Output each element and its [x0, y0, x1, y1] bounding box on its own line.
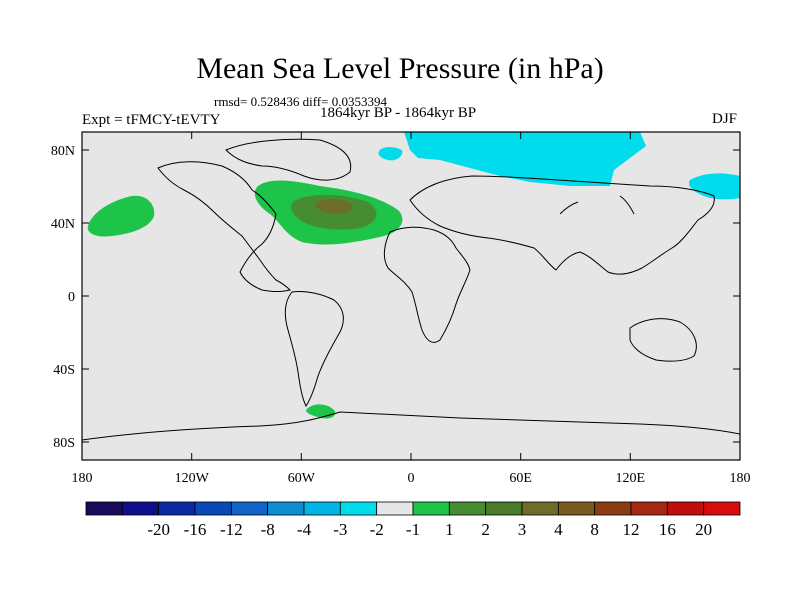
north-pacific-high-region: [87, 195, 155, 237]
colorbar-label: 16: [659, 520, 676, 539]
y-tick-label: 40N: [51, 217, 75, 232]
colorbar-swatch: [485, 501, 523, 516]
colorbar-swatch: [703, 501, 741, 516]
colorbar-swatch: [267, 501, 305, 516]
colorbar-swatch: [230, 501, 269, 516]
colorbar-label: 20: [695, 520, 712, 539]
colorbar-label: 4: [554, 520, 563, 539]
colorbar-swatch: [412, 501, 450, 516]
colorbar-swatch: [557, 501, 596, 516]
colorbar-swatch: [630, 501, 668, 516]
colorbar-swatch: [521, 501, 559, 516]
x-tick-label: 180: [72, 471, 93, 486]
colorbar-swatch: [85, 501, 123, 516]
x-tick-label: 120W: [175, 471, 210, 486]
experiment-label: Expt = tFMCY-tEVTY: [82, 112, 221, 128]
drake-passage-high-region: [306, 404, 336, 419]
colorbar-swatch: [448, 501, 487, 516]
arctic-eurasia-low-region: [404, 132, 646, 186]
season-label: DJF: [712, 111, 738, 127]
colorbar-label: -20: [147, 520, 170, 539]
colorbar-swatch: [303, 501, 341, 516]
plot-title: Mean Sea Level Pressure (in hPa): [196, 52, 604, 85]
x-tick-label: 60E: [509, 471, 532, 486]
y-tick-label: 80S: [53, 436, 75, 451]
y-tick-label: 40S: [53, 363, 75, 378]
x-tick-label: 120E: [616, 471, 646, 486]
colorbar-label: -8: [261, 520, 275, 539]
colorbar-label: 12: [623, 520, 640, 539]
colorbar-swatch: [194, 501, 232, 516]
arctic-small-low-region: [378, 147, 403, 161]
colorbar-swatch: [339, 501, 378, 516]
colorbar-swatch: [121, 501, 160, 516]
colorbar-label: -3: [333, 520, 347, 539]
y-tick-label: 0: [68, 290, 75, 305]
colorbar-swatch: [158, 501, 196, 516]
colorbar-label: -2: [370, 520, 384, 539]
rmsd-diff-stats: rmsd= 0.528436 diff= 0.0353394: [214, 94, 387, 109]
colorbar-swatch: [594, 501, 632, 516]
colorbar-label: -1: [406, 520, 420, 539]
colorbar-label: 2: [481, 520, 490, 539]
north-atlantic-peak-region: [315, 199, 353, 214]
colorbar-label: 8: [590, 520, 599, 539]
colorbar-label: 3: [518, 520, 527, 539]
x-tick-label: 180: [730, 471, 751, 486]
coastlines: [82, 138, 740, 441]
colorbar: -20 -16 -12 -8 -4 -3 -2 -1 1 2 3 4 8 12 16 20: [85, 501, 741, 539]
colorbar-label: 1: [445, 520, 454, 539]
colorbar-label: -12: [220, 520, 243, 539]
colorbar-swatch: [376, 501, 414, 516]
x-tick-label: 0: [408, 471, 415, 486]
map-content: [82, 132, 740, 441]
y-tick-label: 80N: [51, 144, 75, 159]
colorbar-label: -4: [297, 520, 312, 539]
colorbar-swatch: [666, 501, 705, 516]
colorbar-label: -16: [184, 520, 207, 539]
map-background: [82, 132, 740, 460]
time-subtitle: 1864kyr BP - 1864kyr BP: [320, 105, 477, 121]
x-tick-label: 60W: [288, 471, 316, 486]
axes: 180 120W 60W 0 60E 120E 180 80N 40N 0 40…: [51, 132, 751, 486]
bering-low-region: [688, 173, 740, 200]
